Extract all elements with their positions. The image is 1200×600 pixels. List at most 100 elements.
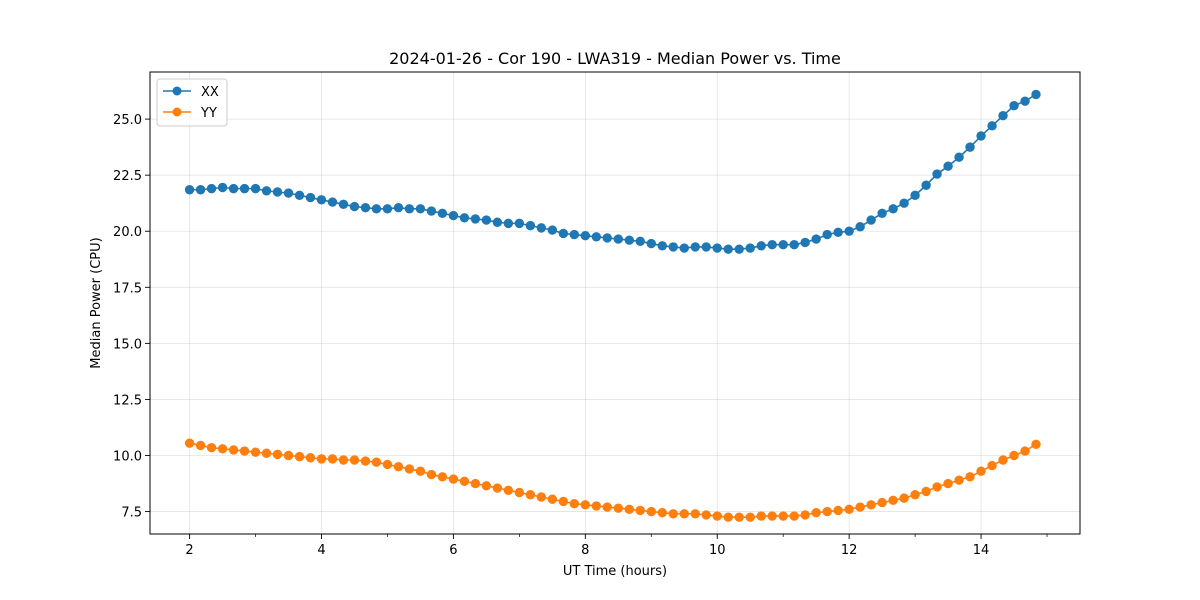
y-tick-label: 17.5 <box>113 281 142 296</box>
y-tick-label: 7.5 <box>121 506 142 521</box>
y-tick-label: 15.0 <box>113 337 142 352</box>
data-point-yy <box>943 478 953 489</box>
data-point-xx <box>217 182 228 193</box>
data-point-yy <box>767 511 777 521</box>
data-point-yy <box>921 486 931 497</box>
data-point-xx <box>349 201 360 212</box>
data-point-yy <box>206 442 217 453</box>
data-point-xx <box>701 242 711 252</box>
data-point-yy <box>503 485 514 495</box>
data-point-yy <box>250 447 261 457</box>
data-point-yy <box>888 495 898 506</box>
data-point-yy <box>338 455 349 465</box>
data-point-xx <box>690 242 700 252</box>
plot-frame <box>149 71 1081 535</box>
data-point-yy <box>294 451 305 462</box>
data-point-yy <box>272 449 283 460</box>
data-point-yy <box>371 457 382 467</box>
data-point-xx <box>976 131 986 141</box>
data-point-xx <box>899 198 909 208</box>
data-point-yy <box>679 509 689 519</box>
data-point-yy <box>932 482 942 492</box>
x-tick-label: 10 <box>709 543 726 558</box>
data-point-yy <box>316 454 327 464</box>
data-point-xx <box>228 183 239 194</box>
y-axis-label: Median Power (CPU) <box>89 237 104 368</box>
data-point-yy <box>910 490 920 500</box>
data-point-xx <box>712 243 722 253</box>
data-point-xx <box>778 239 788 250</box>
data-point-xx <box>536 223 547 233</box>
legend-label-yy: YY <box>200 106 217 121</box>
data-point-yy <box>217 444 228 454</box>
data-point-xx <box>514 218 525 229</box>
data-point-xx <box>789 239 799 250</box>
data-point-yy <box>800 510 810 520</box>
data-point-xx <box>415 204 426 214</box>
data-point-yy <box>547 494 558 504</box>
data-point-xx <box>404 204 415 214</box>
data-point-yy <box>305 453 316 463</box>
data-point-xx <box>877 208 887 218</box>
legend-marker-yy <box>172 107 182 117</box>
data-point-yy <box>844 504 854 515</box>
data-point-xx <box>734 244 744 254</box>
data-point-xx <box>602 233 612 243</box>
data-point-xx <box>756 241 766 251</box>
data-point-xx <box>580 231 591 241</box>
data-point-yy <box>613 503 623 513</box>
data-point-yy <box>778 511 788 521</box>
data-point-yy <box>228 445 239 455</box>
data-point-yy <box>657 507 667 518</box>
y-tick-label: 10.0 <box>113 450 142 465</box>
data-point-yy <box>580 500 591 510</box>
data-point-yy <box>349 455 360 465</box>
data-point-xx <box>195 185 206 195</box>
data-point-xx <box>679 243 689 253</box>
data-point-xx <box>822 229 832 240</box>
data-point-yy <box>239 446 250 456</box>
data-point-yy <box>646 506 656 517</box>
data-point-xx <box>921 180 931 190</box>
grid <box>150 72 1080 534</box>
data-point-yy <box>866 500 876 510</box>
data-point-xx <box>503 218 514 229</box>
data-point-xx <box>745 243 755 253</box>
x-axis-label: UT Time (hours) <box>563 564 667 579</box>
data-point-xx <box>987 121 997 131</box>
data-point-xx <box>943 161 953 171</box>
data-point-yy <box>987 460 997 471</box>
data-point-yy <box>404 464 415 474</box>
data-point-yy <box>415 466 426 476</box>
data-point-yy <box>470 478 481 489</box>
data-point-yy <box>976 466 986 476</box>
data-point-yy <box>789 511 799 521</box>
data-point-xx <box>525 220 536 231</box>
data-point-yy <box>899 493 909 503</box>
data-point-xx <box>855 222 865 232</box>
data-point-yy <box>998 455 1008 465</box>
legend-label-xx: XX <box>201 85 219 100</box>
data-point-xx <box>261 186 272 196</box>
data-point-xx <box>932 169 942 179</box>
data-point-yy <box>393 462 404 472</box>
data-point-yy <box>184 438 195 448</box>
data-point-yy <box>514 487 525 498</box>
data-point-xx <box>382 204 393 214</box>
data-point-yy <box>492 483 503 493</box>
data-point-yy <box>624 504 635 515</box>
data-point-xx <box>811 234 821 244</box>
data-point-yy <box>635 505 645 516</box>
data-point-yy <box>569 499 580 509</box>
data-point-xx <box>305 192 316 203</box>
data-point-yy <box>965 472 975 482</box>
data-point-yy <box>833 505 843 516</box>
data-point-xx <box>492 217 503 227</box>
y-tick-label: 20.0 <box>113 225 142 240</box>
series-yy <box>184 438 1041 522</box>
data-point-xx <box>1020 96 1030 106</box>
chart-title: 2024-01-26 - Cor 190 - LWA319 - Median P… <box>389 49 841 68</box>
series-layer <box>184 89 1041 522</box>
data-point-xx <box>239 183 250 194</box>
data-point-yy <box>877 497 887 508</box>
